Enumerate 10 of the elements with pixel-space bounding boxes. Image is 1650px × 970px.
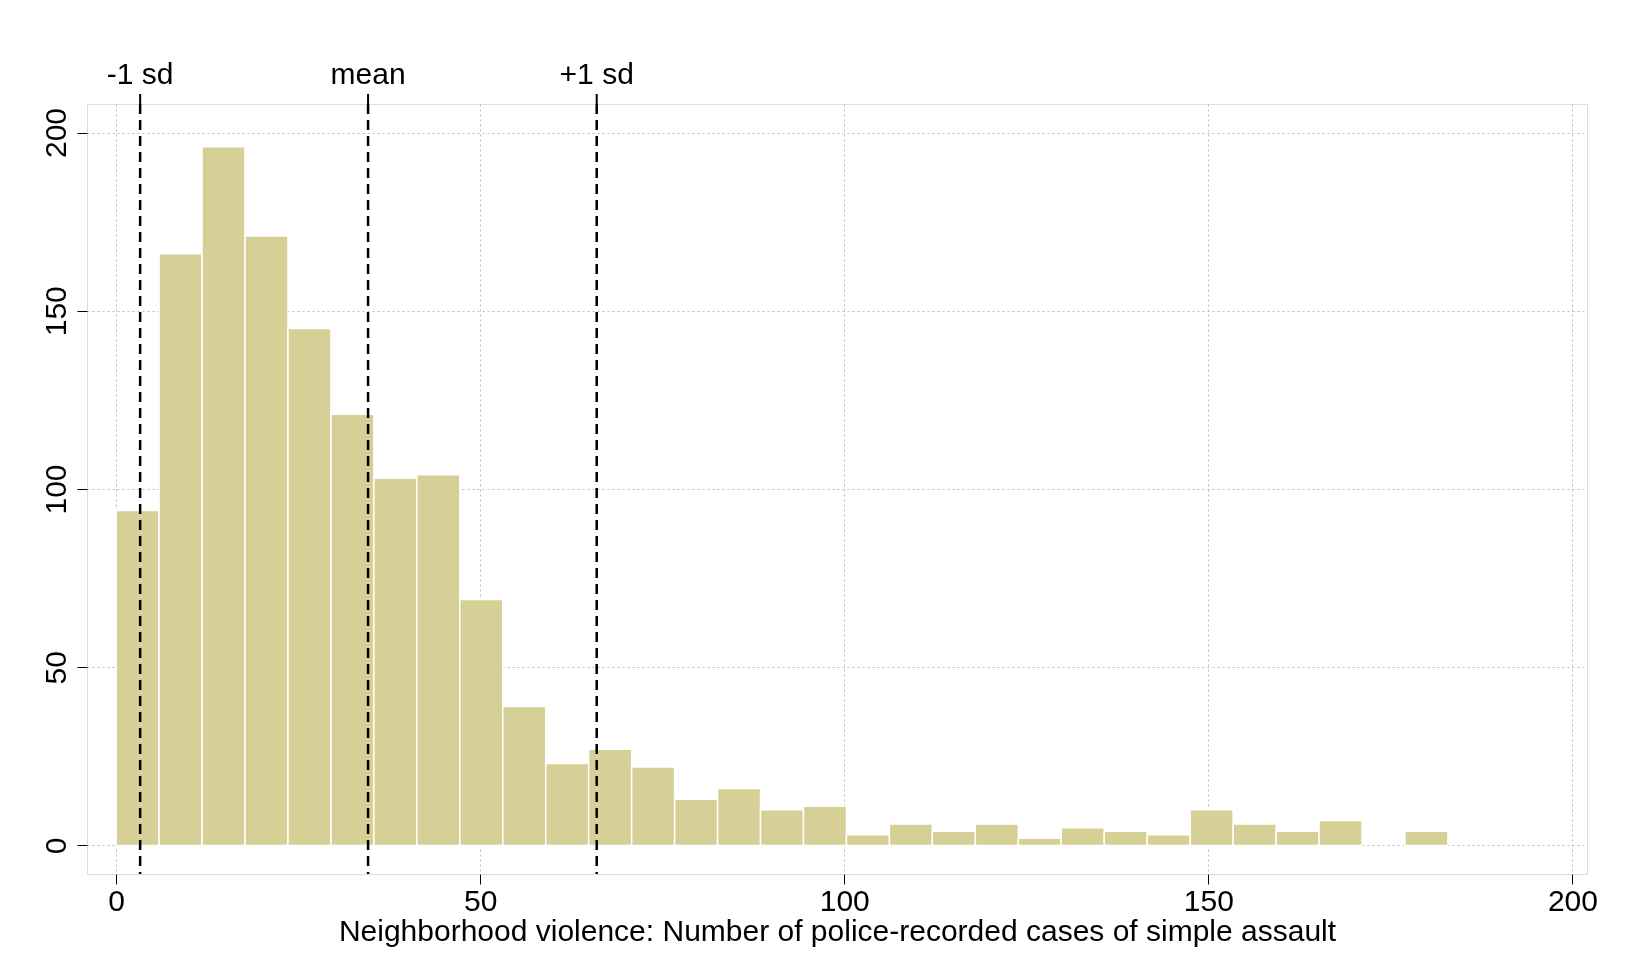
ref-line-label: mean xyxy=(330,57,406,90)
x-tick-label: 0 xyxy=(108,883,125,917)
x-tick-label: 200 xyxy=(1547,883,1598,917)
y-tick-label: 150 xyxy=(38,286,72,337)
ref-line-label: -1 sd xyxy=(106,57,174,90)
y-tick-label: 100 xyxy=(38,464,72,515)
ref-line-label: +1 sd xyxy=(559,57,634,90)
y-tick-label: 50 xyxy=(38,651,72,685)
y-tick-label: 200 xyxy=(38,107,72,159)
y-tick-label: 0 xyxy=(38,837,72,855)
